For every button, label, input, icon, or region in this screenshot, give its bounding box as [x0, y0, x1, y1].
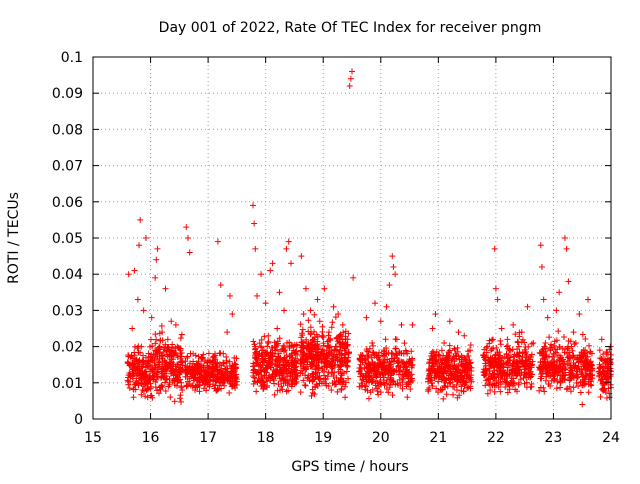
- data-point: [366, 396, 372, 402]
- data-point: [321, 372, 327, 378]
- data-point: [179, 331, 185, 337]
- data-point: [159, 323, 165, 329]
- data-point: [265, 333, 271, 339]
- data-point: [311, 312, 317, 318]
- data-point: [329, 319, 335, 325]
- data-point: [135, 349, 141, 355]
- data-point: [167, 394, 173, 400]
- data-point: [264, 344, 270, 350]
- data-point: [266, 339, 272, 345]
- data-point: [383, 336, 389, 342]
- data-point: [172, 398, 178, 404]
- data-point: [303, 383, 309, 389]
- data-point: [344, 369, 350, 375]
- y-axis-label: ROTI / TECUs: [6, 192, 22, 284]
- data-point: [226, 390, 232, 396]
- data-point: [298, 389, 304, 395]
- x-axis-label: GPS time / hours: [291, 459, 408, 475]
- data-point: [152, 331, 158, 337]
- data-point: [223, 354, 229, 360]
- data-point: [302, 382, 308, 388]
- data-point: [145, 386, 151, 392]
- data-point: [308, 324, 314, 330]
- data-point: [300, 327, 306, 333]
- data-point: [370, 343, 376, 349]
- data-point: [258, 343, 264, 349]
- data-point: [184, 382, 190, 388]
- data-point: [138, 392, 144, 398]
- data-point: [206, 350, 212, 356]
- data-point: [261, 333, 267, 339]
- data-point: [253, 388, 259, 394]
- data-point: [271, 381, 277, 387]
- data-point: [329, 324, 335, 330]
- data-point: [131, 394, 137, 400]
- data-point: [319, 329, 325, 335]
- data-point: [220, 351, 226, 357]
- data-point: [178, 335, 184, 341]
- data-point: [153, 337, 159, 343]
- data-point: [148, 337, 154, 343]
- data-point: [305, 317, 311, 323]
- data-point: [250, 338, 256, 344]
- data-point: [272, 392, 278, 398]
- data-point: [404, 394, 410, 400]
- data-point: [401, 340, 407, 346]
- data-point: [127, 385, 133, 391]
- data-point: [178, 399, 184, 405]
- data-point: [285, 387, 291, 393]
- data-point: [177, 392, 183, 398]
- chart-title: Day 001 of 2022, Rate Of TEC Index for r…: [159, 20, 542, 36]
- data-point: [298, 321, 304, 327]
